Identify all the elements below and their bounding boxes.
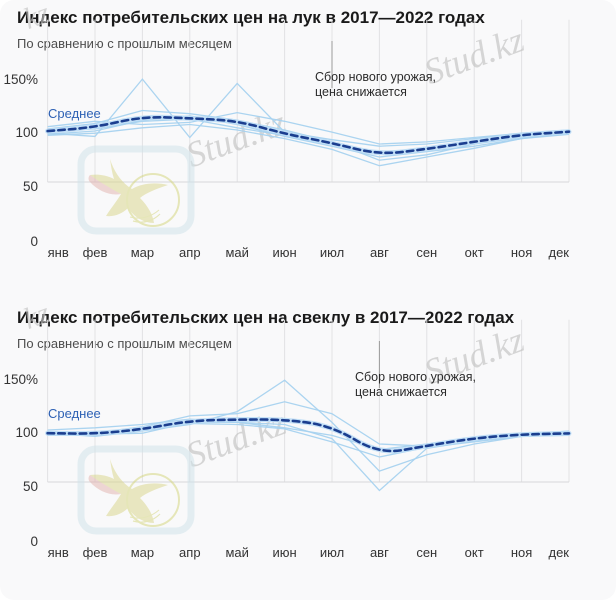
svg-text:50: 50 [23,179,38,194]
svg-text:дек: дек [548,545,569,560]
svg-text:окт: окт [465,245,484,260]
svg-text:июл: июл [320,245,344,260]
svg-text:Среднее: Среднее [48,406,101,421]
svg-text:150%: 150% [3,372,38,387]
svg-text:100: 100 [15,425,38,440]
svg-text:июн: июн [272,245,296,260]
svg-text:kz: kz [19,296,54,336]
svg-text:сен: сен [416,245,437,260]
svg-text:авг: авг [370,545,389,560]
svg-text:ноя: ноя [511,545,532,560]
svg-text:фев: фев [83,245,108,260]
svg-text:150%: 150% [3,72,38,87]
svg-text:0: 0 [30,234,38,249]
svg-text:янв: янв [48,545,69,560]
svg-text:июл: июл [320,545,344,560]
svg-text:дек: дек [548,245,569,260]
svg-text:фев: фев [83,545,108,560]
svg-text:окт: окт [465,545,484,560]
svg-text:апр: апр [179,245,201,260]
svg-text:100: 100 [15,125,38,140]
svg-text:50: 50 [23,479,38,494]
svg-text:мар: мар [131,245,154,260]
svg-text:авг: авг [370,245,389,260]
svg-text:Среднее: Среднее [48,106,101,121]
svg-text:ноя: ноя [511,245,532,260]
svg-text:июн: июн [272,545,296,560]
svg-text:май: май [225,245,248,260]
svg-text:май: май [225,545,248,560]
svg-text:апр: апр [179,545,201,560]
svg-text:сен: сен [416,545,437,560]
svg-text:0: 0 [30,534,38,549]
svg-text:янв: янв [48,245,69,260]
svg-text:kz: kz [19,0,54,36]
svg-text:мар: мар [131,545,154,560]
